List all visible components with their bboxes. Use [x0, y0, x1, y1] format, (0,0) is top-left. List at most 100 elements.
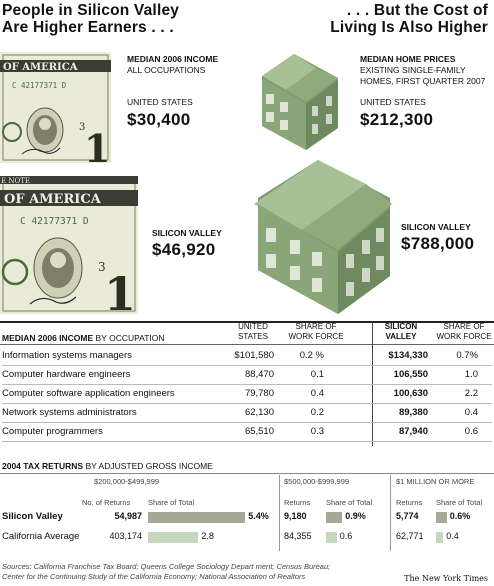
income-us-label: UNITED STATES: [127, 97, 193, 107]
tax-share-label: 0.4: [446, 531, 459, 541]
occupation-title-suffix: BY OCCUPATION: [95, 333, 165, 343]
dollar-banner-text: OF AMERICA: [4, 192, 102, 207]
tax-col-returns-2: Returns: [284, 498, 311, 507]
tax-returns-3: 62,771: [396, 531, 424, 541]
occupation-table: Information systems managers $101,580 0.2 …: [2, 346, 492, 442]
home-us-value: $212,300: [360, 110, 434, 129]
occupation-sv-income: 89,380: [338, 403, 428, 423]
left-headline-line1: People in Silicon Valley: [2, 2, 180, 19]
tax-bracket-1: $200,000-$499,999: [94, 477, 160, 486]
tax-share-bar: [326, 512, 343, 523]
dollar-small-denom: 3: [98, 260, 106, 274]
tax-title: 2004 TAX RETURNS BY ADJUSTED GROSS INCOM…: [2, 461, 213, 471]
occupation-row: Information systems managers $101,580 0.2 …: [2, 346, 492, 366]
house-icon: [254, 160, 392, 314]
dollar-small-denom: 3: [79, 122, 85, 133]
tax-share-label: 0.9%: [345, 511, 366, 521]
left-headline: People in Silicon Valley Are Higher Earn…: [2, 2, 179, 36]
income-us-value: $30,400: [127, 110, 191, 129]
occupation-sv-income: 87,940: [338, 422, 428, 442]
tax-bracket-3: $1 MILLION OR MORE: [396, 477, 475, 486]
dollar-serial: C 42177371 D: [20, 216, 89, 227]
income-sublabel: ALL OCCUPATIONS: [127, 65, 206, 75]
dollar-banner-text: OF AMERICA: [3, 62, 78, 73]
dollar-serial: C 42177371 D: [12, 81, 67, 90]
occupation-sv-share: 0.7%: [428, 346, 492, 366]
dollar-bill-large: E NOTE OF AMERICA C 42177371 D 3 1: [0, 176, 138, 321]
tax-returns-1: 54,987: [114, 511, 142, 521]
home-label: MEDIAN HOME PRICES: [360, 54, 456, 64]
tax-title-main: 2004 TAX RETURNS: [2, 461, 84, 471]
home-sublabel: EXISTING SINGLE-FAMILY HOMES, FIRST QUAR…: [360, 65, 486, 86]
house-icon: [262, 54, 338, 150]
income-label-block: MEDIAN 2006 INCOME ALL OCCUPATIONS: [127, 54, 247, 76]
occupation-us-share: 0.3: [274, 422, 338, 442]
column-divider: [279, 475, 280, 551]
occupation-col-share: SHARE OF WORK FORCE: [288, 322, 344, 341]
occupation-us-share: 0.2 %: [274, 346, 338, 366]
occupation-row: Computer programmers 65,510 0.3 87,940 0.6: [2, 422, 492, 442]
home-sv-value: $788,000: [401, 234, 475, 253]
occupation-sv-income: 106,550: [338, 365, 428, 385]
occupation-us-income: 88,470: [234, 365, 274, 385]
occupation-sv-share: 2.2: [428, 384, 492, 404]
occupation-us-income: 65,510: [234, 422, 274, 442]
divider: [0, 344, 494, 345]
income-sv-value: $46,920: [152, 240, 216, 259]
occupation-name: Information systems managers: [2, 346, 234, 366]
house-large: [250, 158, 398, 318]
dollar-bill-icon: OF AMERICA C 42177371 D 3 1: [0, 52, 111, 171]
tax-bracket-2: $500,000-$999,999: [284, 477, 350, 486]
column-divider: [390, 475, 391, 551]
sources: Sources: California Franchise Tax Board;…: [2, 562, 330, 582]
home-us-label: UNITED STATES: [360, 97, 426, 107]
tax-returns-3: 5,774: [396, 511, 419, 521]
tax-share-bar: [436, 512, 447, 523]
occupation-name: Computer programmers: [2, 422, 234, 442]
occupation-col-sv: SILICON VALLEY: [384, 322, 418, 341]
occupation-sv-share: 0.4: [428, 403, 492, 423]
tax-title-suffix: BY ADJUSTED GROSS INCOME: [85, 461, 213, 471]
tax-col-returns-3: Returns: [396, 498, 423, 507]
tax-share-label: 2.8: [201, 531, 214, 541]
occupation-row: Computer software application engineers 7…: [2, 384, 492, 404]
tax-col-returns-1: No. of Returns: [82, 498, 131, 507]
occupation-name: Computer hardware engineers: [2, 365, 234, 385]
divider: [0, 321, 494, 323]
tax-share-bar: [326, 532, 337, 543]
tax-col-share-3: Share of Total: [436, 498, 483, 507]
right-headline-line1: . . . But the Cost of: [346, 2, 488, 19]
sources-line2: Center for the Continuing Study of the C…: [2, 572, 306, 581]
occupation-us-share: 0.1: [274, 365, 338, 385]
dollar-banner-bottom: E NOTE: [1, 177, 30, 185]
occupation-us-income: 62,130: [234, 403, 274, 423]
right-headline: . . . But the Cost of Living Is Also Hig…: [330, 2, 488, 36]
tax-returns-2: 84,355: [284, 531, 312, 541]
house-small: [246, 50, 356, 160]
home-sv-label: SILICON VALLEY: [401, 222, 471, 232]
occupation-name: Network systems administrators: [2, 403, 234, 423]
occupation-col-share2: SHARE OF WORK FORCE: [436, 322, 492, 341]
income-label: MEDIAN 2006 INCOME: [127, 54, 219, 64]
occupation-title-main: MEDIAN 2006 INCOME: [2, 333, 94, 343]
tax-share-label: 5.4%: [248, 511, 269, 521]
tax-col-share-2: Share of Total: [326, 498, 373, 507]
tax-share-bar: [436, 532, 444, 543]
tax-returns-2: 9,180: [284, 511, 307, 521]
occupation-title: MEDIAN 2006 INCOME BY OCCUPATION: [2, 333, 165, 343]
occupation-sv-income: $134,330: [338, 346, 428, 366]
home-label-block: MEDIAN HOME PRICES EXISTING SINGLE-FAMIL…: [360, 54, 494, 87]
tax-row-name: California Average: [2, 531, 80, 542]
income-sv-label: SILICON VALLEY: [152, 228, 222, 238]
right-headline-line2: Living Is Also Higher: [330, 19, 488, 36]
tax-col-share-1: Share of Total: [148, 498, 195, 507]
tax-share-bar: [148, 532, 199, 543]
dollar-bill-small: OF AMERICA C 42177371 D 3 1: [0, 52, 111, 171]
occupation-us-income: $101,580: [234, 346, 274, 366]
tax-share-bar: [148, 512, 246, 523]
tax-share-label: 0.6%: [449, 511, 471, 521]
occupation-name: Computer software application engineers: [2, 384, 234, 404]
dollar-denom: 1: [84, 126, 110, 163]
left-headline-line2: Are Higher Earners . . .: [2, 19, 174, 36]
occupation-us-income: 79,780: [234, 384, 274, 404]
